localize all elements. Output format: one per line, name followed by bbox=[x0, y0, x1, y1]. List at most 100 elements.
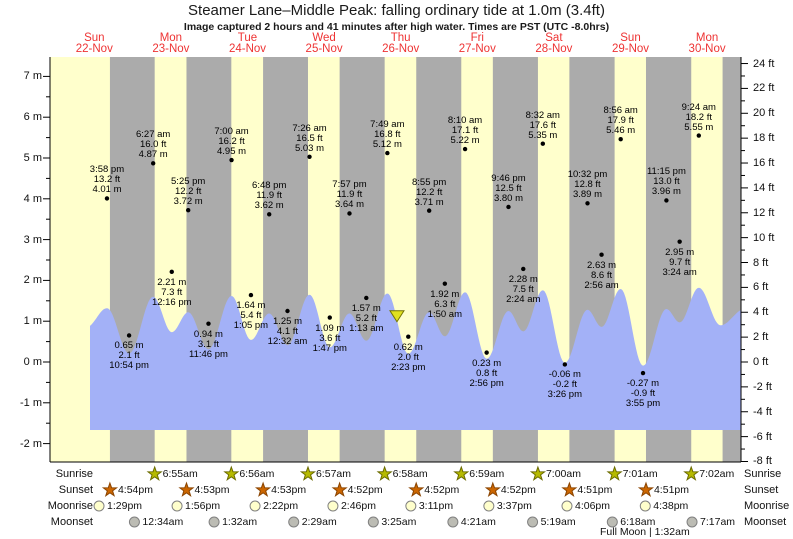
tide-low-label: -0.27 m -0.9 ft 3:55 pm bbox=[606, 379, 680, 409]
tide-extreme-dot bbox=[540, 141, 546, 146]
tide-extreme-dot bbox=[104, 196, 110, 201]
tide-label-line: 7:26 am bbox=[292, 122, 327, 134]
tide-label-line: -0.06 m bbox=[548, 369, 581, 381]
left-axis-tick-label: -1 m bbox=[20, 396, 42, 409]
right-axis-tick-label: -8 ft bbox=[753, 455, 772, 468]
sunset-time: 4:53pm bbox=[271, 484, 307, 496]
moonset-time: 3:25am bbox=[381, 516, 417, 528]
tide-extreme-dot bbox=[267, 212, 272, 217]
sunset-row-label-left: Sunset bbox=[58, 484, 93, 496]
tide-high-label: 7:49 am 16.8 ft 5.12 m bbox=[350, 120, 424, 150]
tide-label-line: 8:32 am bbox=[525, 109, 560, 121]
day-date: 25-Nov bbox=[305, 43, 343, 55]
tide-extreme-dot bbox=[585, 201, 590, 206]
moonrise-time: 3:11pm bbox=[418, 500, 454, 512]
moonrise-icon bbox=[171, 500, 183, 512]
tide-label-line: 2.21 m bbox=[157, 276, 187, 288]
left-axis-tick-label: 6 m bbox=[23, 111, 42, 124]
tide-extreme-dot bbox=[506, 204, 511, 210]
moonrise-icon bbox=[249, 500, 261, 512]
moonset-icon bbox=[527, 516, 539, 528]
tide-label-line: 8:10 am bbox=[447, 115, 483, 127]
day-name: Mon bbox=[695, 32, 719, 44]
tide-high-label: 6:48 pm 11.9 ft 3.62 m bbox=[232, 181, 306, 211]
tide-high-label: 8:10 am 17.1 ft 5.22 m bbox=[428, 116, 502, 146]
tide-high-label: 10:32 pm 12.8 ft 3.89 m bbox=[551, 170, 625, 200]
moonrise-time: 4:06pm bbox=[574, 500, 611, 512]
sunset-star-icon bbox=[178, 481, 195, 497]
moonset-icon bbox=[367, 516, 379, 528]
tide-high-label: 7:57 pm 11.9 ft 3.64 m bbox=[312, 180, 386, 210]
tide-label-line: 9:46 pm bbox=[491, 172, 526, 184]
moonrise-icon bbox=[561, 500, 573, 512]
tide-label-line: 5.35 m bbox=[528, 129, 558, 141]
right-axis-tick-label: 24 ft bbox=[753, 57, 775, 70]
right-axis-tick-label: 14 ft bbox=[753, 181, 775, 194]
moonset-time: 1:32am bbox=[222, 516, 258, 528]
tide-label-line: 1.92 m bbox=[430, 288, 460, 300]
tide-label-line: 16.8 ft bbox=[374, 129, 401, 141]
day-name: Sun bbox=[84, 32, 105, 44]
tide-extreme-dot bbox=[521, 266, 526, 272]
sunrise-time: 7:02am bbox=[699, 468, 735, 480]
tide-label-line: 3.89 m bbox=[572, 189, 603, 201]
day-name: Fri bbox=[470, 32, 484, 44]
moonset-time: 4:21am bbox=[460, 516, 496, 528]
moonrise-row-label-left: Moonrise bbox=[47, 500, 93, 512]
moonset-icon bbox=[208, 516, 220, 528]
tide-high-label: 5:25 pm 12.2 ft 3.72 m bbox=[151, 177, 225, 207]
day-name: Sat bbox=[545, 32, 563, 44]
tide-extreme-dot bbox=[462, 146, 468, 152]
tide-label-line: 3:24 am bbox=[662, 266, 697, 278]
left-axis-tick-label: -2 m bbox=[20, 437, 42, 450]
tide-label-line: 13.2 ft bbox=[93, 174, 121, 186]
tide-label-line: 1.57 m bbox=[351, 302, 381, 314]
moonset-time: 7:17am bbox=[700, 516, 736, 528]
tide-label-line: 10:32 pm bbox=[567, 169, 608, 181]
moonrise-time: 1:29pm bbox=[107, 500, 143, 512]
tide-low-label: 1.57 m 5.2 ft 1:13 am bbox=[329, 302, 403, 334]
sunrise-star-icon bbox=[223, 465, 240, 481]
moonset-row-label-right: Moonset bbox=[744, 516, 787, 528]
tide-label-line: 4.87 m bbox=[138, 149, 168, 161]
sunrise-star-icon bbox=[683, 465, 700, 481]
tide-high-label: 6:27 am 16.0 ft 4.87 m bbox=[116, 130, 190, 160]
full-moon-note: Full Moon | 1:32am bbox=[600, 526, 690, 538]
tide-label-line: 8.6 ft bbox=[590, 269, 613, 281]
moonrise-row-label-right: Moonrise bbox=[744, 500, 790, 512]
right-axis-tick-label: 18 ft bbox=[753, 132, 775, 145]
right-axis-tick-label: 12 ft bbox=[753, 206, 775, 219]
tide-low-label: 0.94 m 3.1 ft 11:46 pm bbox=[171, 329, 245, 360]
day-date: 23-Nov bbox=[152, 43, 190, 55]
tide-extreme-dot bbox=[169, 269, 174, 275]
tide-extreme-dot bbox=[696, 133, 702, 138]
tide-label-line: 1:13 am bbox=[349, 322, 384, 334]
day-date: 24-Nov bbox=[228, 43, 267, 55]
tide-low-label: 1.09 m 3.6 ft 1:47 pm bbox=[293, 323, 367, 354]
tide-low-label: 2.63 m 8.6 ft 2:56 am bbox=[565, 260, 639, 291]
tide-high-label: 3:58 pm 13.2 ft 4.01 m bbox=[70, 165, 144, 195]
right-axis-tick-label: 8 ft bbox=[753, 256, 769, 269]
tide-label-line: 9:24 am bbox=[681, 101, 716, 113]
chart-subtitle: Image captured 2 hours and 41 minutes af… bbox=[183, 21, 610, 33]
tide-curve-area bbox=[90, 287, 741, 430]
tide-label-line: 5.46 m bbox=[606, 125, 636, 137]
right-axis-tick-label: 4 ft bbox=[753, 306, 769, 319]
tide-extreme-dot bbox=[248, 292, 254, 298]
tide-label-line: 11.9 ft bbox=[336, 189, 363, 201]
tide-label-line: 18.2 ft bbox=[685, 111, 712, 123]
tide-label-line: 6:27 am bbox=[136, 129, 171, 141]
sunrise-star-icon bbox=[299, 465, 317, 481]
tide-low-label: 2.21 m 7.3 ft 12:16 pm bbox=[135, 276, 209, 308]
sunset-time: 4:51pm bbox=[577, 484, 613, 496]
tide-label-line: 6.3 ft bbox=[434, 298, 456, 310]
tide-label-line: 0.62 m bbox=[393, 341, 423, 353]
left-axis-tick-label: 7 m bbox=[23, 70, 42, 83]
tide-high-label: 11:15 pm 13.0 ft 3.96 m bbox=[629, 167, 703, 197]
moonrise-icon bbox=[483, 500, 495, 512]
tide-extreme-dot bbox=[150, 161, 156, 166]
left-axis-tick-label: 0 m bbox=[23, 356, 42, 368]
tide-label-line: 16.5 ft bbox=[296, 132, 323, 144]
